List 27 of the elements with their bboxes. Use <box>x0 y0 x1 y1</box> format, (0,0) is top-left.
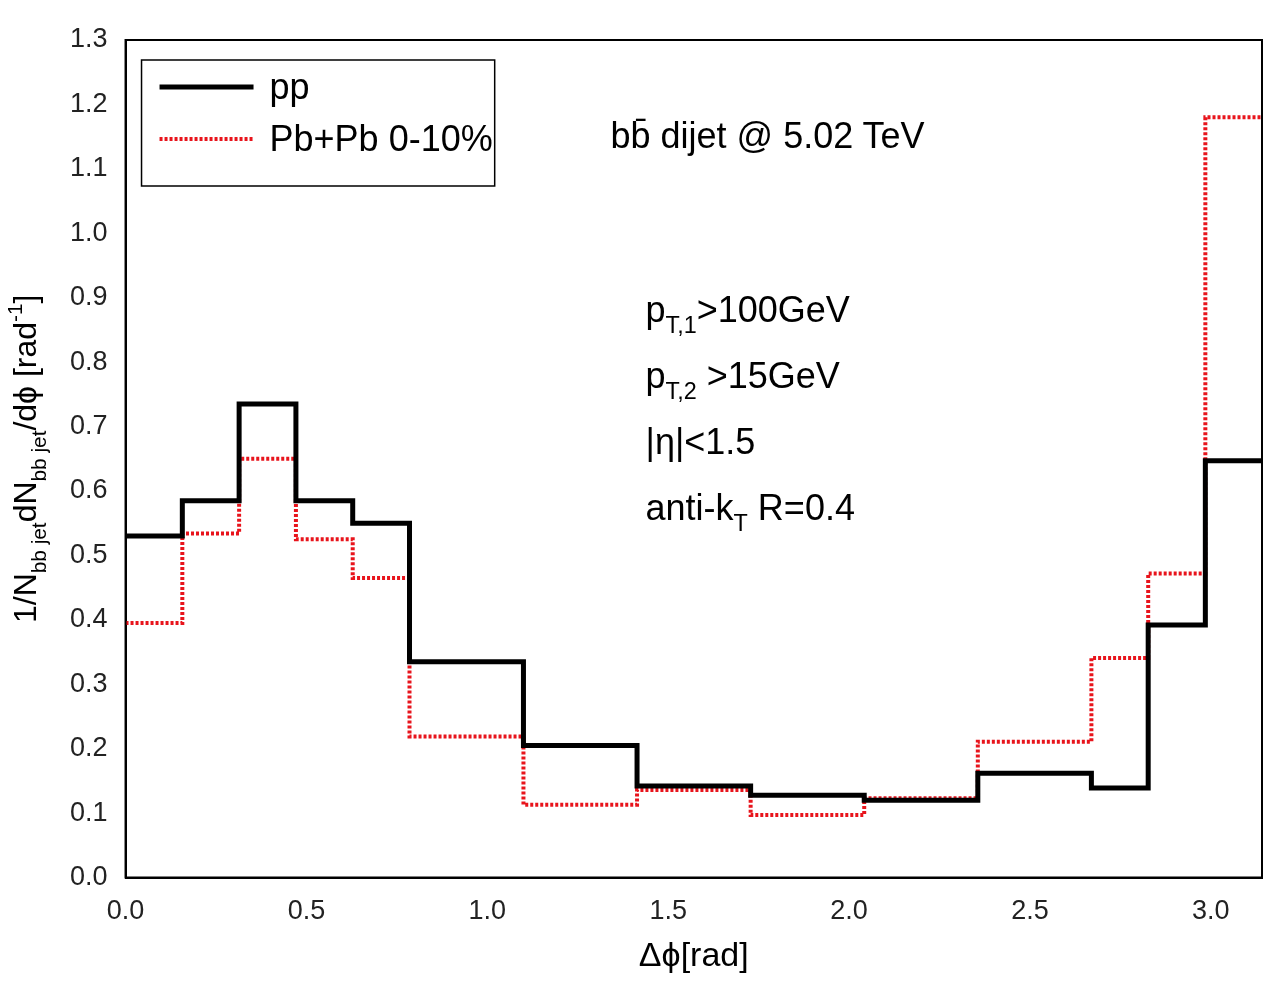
x-tick-label: 2.5 <box>1011 895 1049 926</box>
y-tick-label: 0.1 <box>69 796 108 827</box>
x-tick-label: 1.5 <box>649 895 687 926</box>
annotation: bb̄ dijet @ 5.02 TeV <box>610 115 925 156</box>
y-tick-label: 1.0 <box>69 216 108 247</box>
y-tick-label: 0.0 <box>69 861 108 892</box>
x-tick-label: 1.0 <box>468 895 507 926</box>
y-tick-label: 0.2 <box>69 732 108 763</box>
x-tick-label: 3.0 <box>1192 895 1230 926</box>
x-axis-title: Δϕ[rad] <box>638 934 749 973</box>
y-tick-label: 0.6 <box>69 474 108 505</box>
legend-label: Pb+Pb 0-10% <box>269 118 493 159</box>
y-tick-label: 0.7 <box>69 410 108 441</box>
y-tick-label: 1.1 <box>69 152 108 183</box>
y-tick-label: 0.5 <box>69 538 108 569</box>
x-tick-label: 2.0 <box>830 895 868 926</box>
legend-label: pp <box>269 66 310 107</box>
y-tick-label: 1.2 <box>69 87 108 118</box>
y-tick-label: 0.3 <box>69 667 108 698</box>
y-tick-label: 0.9 <box>69 281 108 312</box>
y-tick-label: 0.4 <box>69 603 108 634</box>
y-tick-label: 0.8 <box>69 345 108 376</box>
x-tick-label: 0.5 <box>287 895 326 926</box>
y-tick-label: 1.3 <box>69 23 108 54</box>
annotation: |η|<1.5 <box>645 421 756 462</box>
y-axis-title: 1/Nbb jetdNbb jet/dϕ [rad-1] <box>2 294 50 624</box>
x-tick-label: 0.0 <box>106 895 145 926</box>
